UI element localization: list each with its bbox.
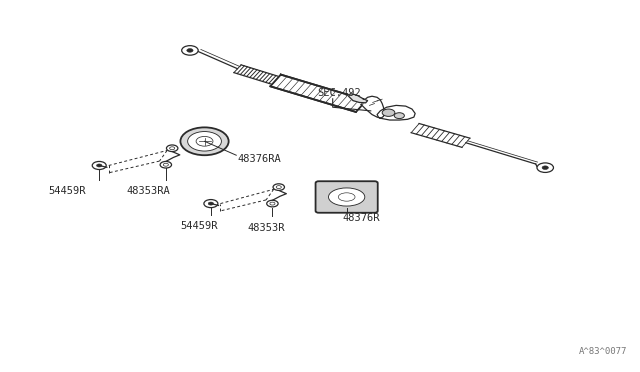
- Polygon shape: [349, 94, 367, 103]
- Text: 48376RA: 48376RA: [237, 154, 281, 164]
- Text: SEC.492: SEC.492: [317, 88, 360, 98]
- Circle shape: [542, 166, 548, 170]
- Text: 48353RA: 48353RA: [127, 186, 171, 196]
- FancyBboxPatch shape: [316, 181, 378, 213]
- Circle shape: [537, 163, 554, 173]
- Text: 54459R: 54459R: [180, 221, 218, 231]
- Text: 48376R: 48376R: [342, 214, 380, 224]
- Circle shape: [182, 46, 198, 55]
- Polygon shape: [377, 105, 415, 120]
- Ellipse shape: [180, 127, 228, 155]
- Text: 48353R: 48353R: [247, 223, 285, 232]
- Text: A^83^0077: A^83^0077: [579, 347, 628, 356]
- Circle shape: [394, 113, 404, 119]
- Circle shape: [187, 49, 193, 52]
- Circle shape: [160, 161, 172, 168]
- Ellipse shape: [188, 132, 221, 151]
- Circle shape: [273, 184, 284, 190]
- Polygon shape: [361, 96, 385, 118]
- Ellipse shape: [328, 188, 365, 206]
- Circle shape: [97, 164, 102, 167]
- Circle shape: [208, 202, 214, 205]
- Polygon shape: [270, 75, 367, 112]
- Circle shape: [92, 161, 106, 170]
- Circle shape: [382, 109, 395, 116]
- Circle shape: [204, 199, 218, 208]
- Circle shape: [267, 200, 278, 207]
- Text: 54459R: 54459R: [49, 186, 86, 196]
- Circle shape: [166, 145, 178, 151]
